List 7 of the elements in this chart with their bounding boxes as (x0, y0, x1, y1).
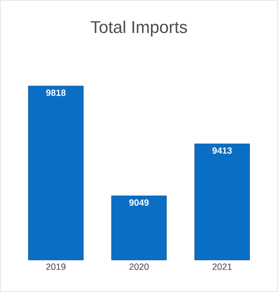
chart-title: Total Imports (90, 20, 188, 36)
data-label: 9818 (46, 90, 66, 96)
x-tick-label: 2020 (129, 264, 149, 270)
x-tick-label: 2021 (212, 264, 232, 270)
x-tick-label: 2019 (46, 264, 66, 270)
data-label: 9049 (129, 199, 149, 206)
data-label: 9413 (212, 147, 232, 154)
